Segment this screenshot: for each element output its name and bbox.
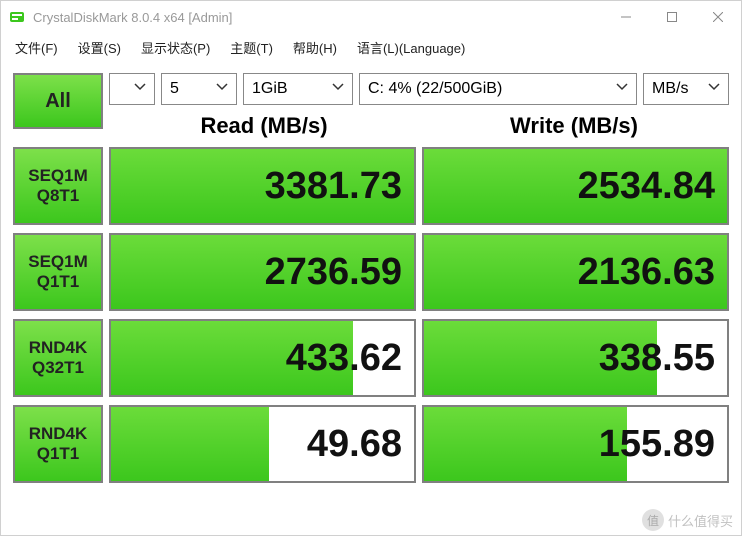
- title-bar: CrystalDiskMark 8.0.4 x64 [Admin]: [1, 1, 741, 33]
- unit-value: MB/s: [652, 80, 688, 98]
- read-bar-fill: [111, 407, 269, 481]
- write-value: 2136.63: [578, 251, 715, 294]
- write-value: 2534.84: [578, 165, 715, 208]
- dropdown-group: 5 1GiB C: 4% (22/500GiB) MB/s: [109, 73, 729, 105]
- write-value: 338.55: [599, 337, 715, 380]
- content-area: All 5 1GiB C: 4% (22/500GiB): [1, 61, 741, 495]
- write-cell: 338.55: [422, 319, 729, 397]
- read-cell: 433.62: [109, 319, 416, 397]
- unit-dropdown[interactable]: MB/s: [643, 73, 729, 105]
- read-value: 433.62: [286, 337, 402, 380]
- test-button-3[interactable]: RND4KQ1T1: [13, 405, 103, 483]
- runs-dropdown[interactable]: 5: [161, 73, 237, 105]
- watermark-icon: 值: [642, 509, 664, 531]
- test-button-1[interactable]: SEQ1MQ1T1: [13, 233, 103, 311]
- write-header: Write (MB/s): [419, 105, 729, 147]
- chevron-down-icon: [608, 80, 628, 98]
- menu-theme[interactable]: 主题(T): [222, 36, 281, 59]
- result-row: RND4KQ32T1 433.62 338.55: [13, 319, 729, 397]
- write-bar-fill: [424, 407, 627, 481]
- size-value: 1GiB: [252, 80, 288, 98]
- close-button[interactable]: [695, 1, 741, 33]
- menu-file[interactable]: 文件(F): [7, 36, 66, 59]
- chevron-down-icon: [208, 80, 228, 98]
- watermark-text: 什么值得买: [668, 511, 733, 530]
- all-button-label: All: [45, 90, 71, 113]
- read-cell: 2736.59: [109, 233, 416, 311]
- write-cell: 155.89: [422, 405, 729, 483]
- result-rows: SEQ1MQ8T13381.732534.84SEQ1MQ1T12736.592…: [13, 147, 729, 483]
- drive-dropdown[interactable]: C: 4% (22/500GiB): [359, 73, 637, 105]
- result-row: SEQ1MQ1T1 2736.59 2136.63: [13, 233, 729, 311]
- menu-display[interactable]: 显示状态(P): [133, 36, 218, 59]
- test-label-1: SEQ1M: [28, 252, 88, 272]
- read-value: 3381.73: [265, 165, 402, 208]
- test-label-1: SEQ1M: [28, 166, 88, 186]
- test-label-1: RND4K: [29, 338, 88, 358]
- chevron-down-icon: [700, 80, 720, 98]
- test-button-0[interactable]: SEQ1MQ8T1: [13, 147, 103, 225]
- write-cell: 2136.63: [422, 233, 729, 311]
- chevron-down-icon: [126, 80, 146, 98]
- read-header: Read (MB/s): [109, 105, 419, 147]
- write-value: 155.89: [599, 423, 715, 466]
- read-cell: 49.68: [109, 405, 416, 483]
- window-title: CrystalDiskMark 8.0.4 x64 [Admin]: [33, 10, 603, 25]
- window-controls: [603, 1, 741, 33]
- test-label-2: Q32T1: [32, 358, 84, 378]
- menu-help[interactable]: 帮助(H): [285, 36, 345, 59]
- menu-bar: 文件(F) 设置(S) 显示状态(P) 主题(T) 帮助(H) 语言(L)(La…: [1, 33, 741, 61]
- menu-language[interactable]: 语言(L)(Language): [349, 36, 473, 59]
- all-button[interactable]: All: [13, 73, 103, 129]
- chevron-down-icon: [324, 80, 344, 98]
- read-value: 2736.59: [265, 251, 402, 294]
- result-row: RND4KQ1T1 49.68 155.89: [13, 405, 729, 483]
- test-label-1: RND4K: [29, 424, 88, 444]
- menu-settings[interactable]: 设置(S): [70, 36, 129, 59]
- test-label-2: Q8T1: [37, 186, 80, 206]
- test-button-2[interactable]: RND4KQ32T1: [13, 319, 103, 397]
- profile-dropdown[interactable]: [109, 73, 155, 105]
- drive-value: C: 4% (22/500GiB): [368, 80, 502, 98]
- write-cell: 2534.84: [422, 147, 729, 225]
- app-icon: [9, 9, 25, 25]
- test-label-2: Q1T1: [37, 272, 80, 292]
- column-headers: Read (MB/s) Write (MB/s): [109, 105, 729, 147]
- watermark: 值 什么值得买: [642, 509, 733, 531]
- result-row: SEQ1MQ8T1 3381.73 2534.84: [13, 147, 729, 225]
- maximize-button[interactable]: [649, 1, 695, 33]
- read-cell: 3381.73: [109, 147, 416, 225]
- size-dropdown[interactable]: 1GiB: [243, 73, 353, 105]
- runs-value: 5: [170, 80, 179, 98]
- test-label-2: Q1T1: [37, 444, 80, 464]
- minimize-button[interactable]: [603, 1, 649, 33]
- read-value: 49.68: [307, 423, 402, 466]
